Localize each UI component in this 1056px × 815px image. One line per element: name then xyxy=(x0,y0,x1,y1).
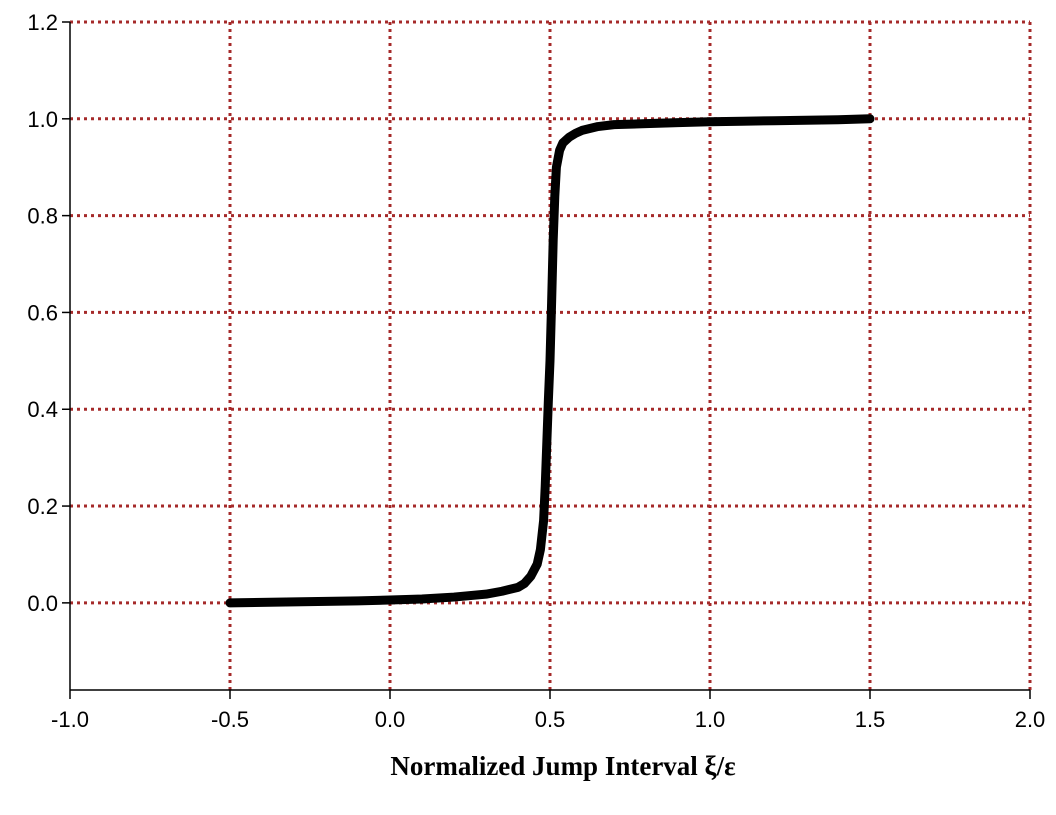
x-tick-label: -0.5 xyxy=(211,707,249,732)
x-tick-label: 0.5 xyxy=(535,707,566,732)
axes xyxy=(62,21,1031,699)
y-tick-label: 0.6 xyxy=(27,300,58,325)
x-tick-label: -1.0 xyxy=(51,707,89,732)
y-tick-label: 1.2 xyxy=(27,10,58,35)
series-line xyxy=(225,114,875,608)
x-tick-label: 2.0 xyxy=(1015,707,1046,732)
series-layer xyxy=(225,114,875,608)
x-tick-label: 1.5 xyxy=(855,707,886,732)
y-tick-label: 1.0 xyxy=(27,107,58,132)
y-tick-label: 0.8 xyxy=(27,204,58,229)
y-tick-label: 0.4 xyxy=(27,397,58,422)
tick-labels: 0.0 0.2 0.4 0.6 0.8 1.0 1.2 -1.0 -0.5 0.0 0.5 1.0 1.… xyxy=(27,10,1045,732)
y-tick-label: 0.2 xyxy=(27,494,58,519)
x-tick-label: 0.0 xyxy=(375,707,406,732)
x-tick-label: 1.0 xyxy=(695,707,726,732)
y-tick-label: 0.0 xyxy=(27,591,58,616)
x-axis-label: Normalized Jump Interval ξ/ε xyxy=(390,751,735,781)
